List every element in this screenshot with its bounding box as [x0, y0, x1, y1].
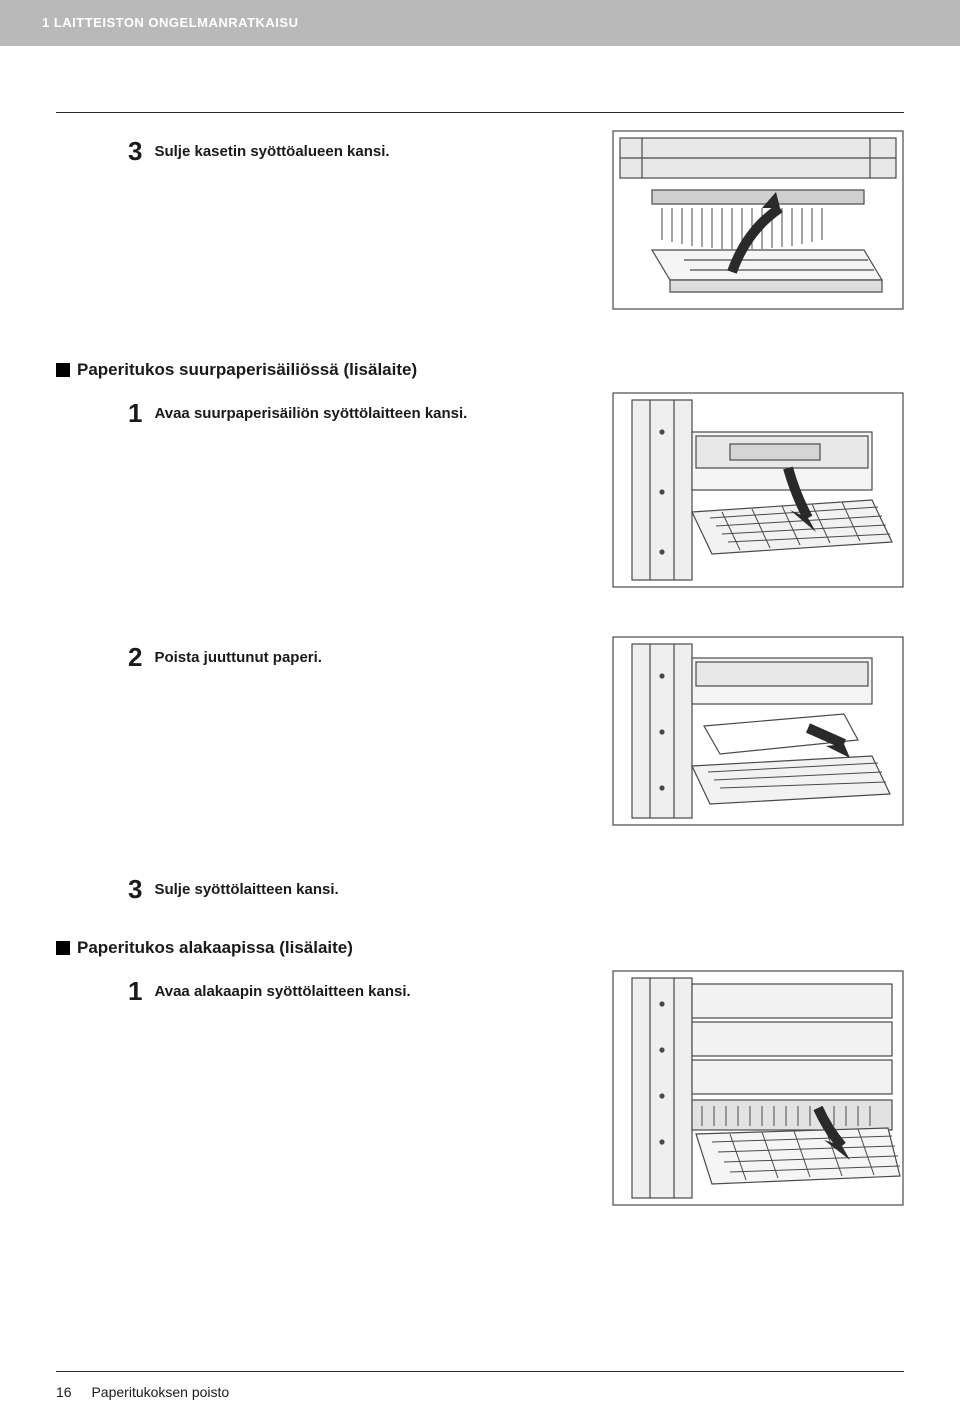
- footer-label: Paperitukoksen poisto: [91, 1384, 229, 1400]
- step-number: 1: [128, 978, 142, 1004]
- page-footer: 16 Paperitukoksen poisto: [56, 1384, 229, 1400]
- step-number: 3: [128, 876, 142, 902]
- section-title-2: Paperitukos alakaapissa (lisälaite): [56, 938, 353, 958]
- step-text: Avaa suurpaperisäiliön syöttölaitteen ka…: [154, 400, 467, 424]
- step-number: 2: [128, 644, 142, 670]
- section-text: Paperitukos alakaapissa (lisälaite): [77, 938, 353, 958]
- step-1b: 1 Avaa suurpaperisäiliön syöttölaitteen …: [128, 400, 467, 426]
- step-1c: 1 Avaa alakaapin syöttölaitteen kansi.: [128, 978, 411, 1004]
- step-number: 1: [128, 400, 142, 426]
- step-text: Sulje syöttölaitteen kansi.: [154, 876, 338, 900]
- step-text: Sulje kasetin syöttöalueen kansi.: [154, 138, 389, 162]
- section-title-1: Paperitukos suurpaperisäiliössä (lisälai…: [56, 360, 417, 380]
- illustration-cassette-cover: [612, 130, 904, 310]
- square-bullet-icon: [56, 941, 70, 955]
- chapter-header-text: 1 LAITTEISTON ONGELMANRATKAISU: [42, 15, 298, 30]
- step-text: Avaa alakaapin syöttölaitteen kansi.: [154, 978, 410, 1002]
- illustration-lower-cabinet: [612, 970, 904, 1206]
- chapter-header-bar: 1 LAITTEISTON ONGELMANRATKAISU: [0, 0, 960, 46]
- step-text: Poista juuttunut paperi.: [154, 644, 322, 668]
- step-3b: 3 Sulje syöttölaitteen kansi.: [128, 876, 339, 902]
- illustration-remove-paper: [612, 636, 904, 826]
- top-rule: [56, 112, 904, 113]
- square-bullet-icon: [56, 363, 70, 377]
- footer-rule: [56, 1371, 904, 1372]
- step-number: 3: [128, 138, 142, 164]
- page-number: 16: [56, 1384, 72, 1400]
- step-3a: 3 Sulje kasetin syöttöalueen kansi.: [128, 138, 390, 164]
- section-text: Paperitukos suurpaperisäiliössä (lisälai…: [77, 360, 417, 380]
- step-2b: 2 Poista juuttunut paperi.: [128, 644, 322, 670]
- illustration-open-feeder: [612, 392, 904, 588]
